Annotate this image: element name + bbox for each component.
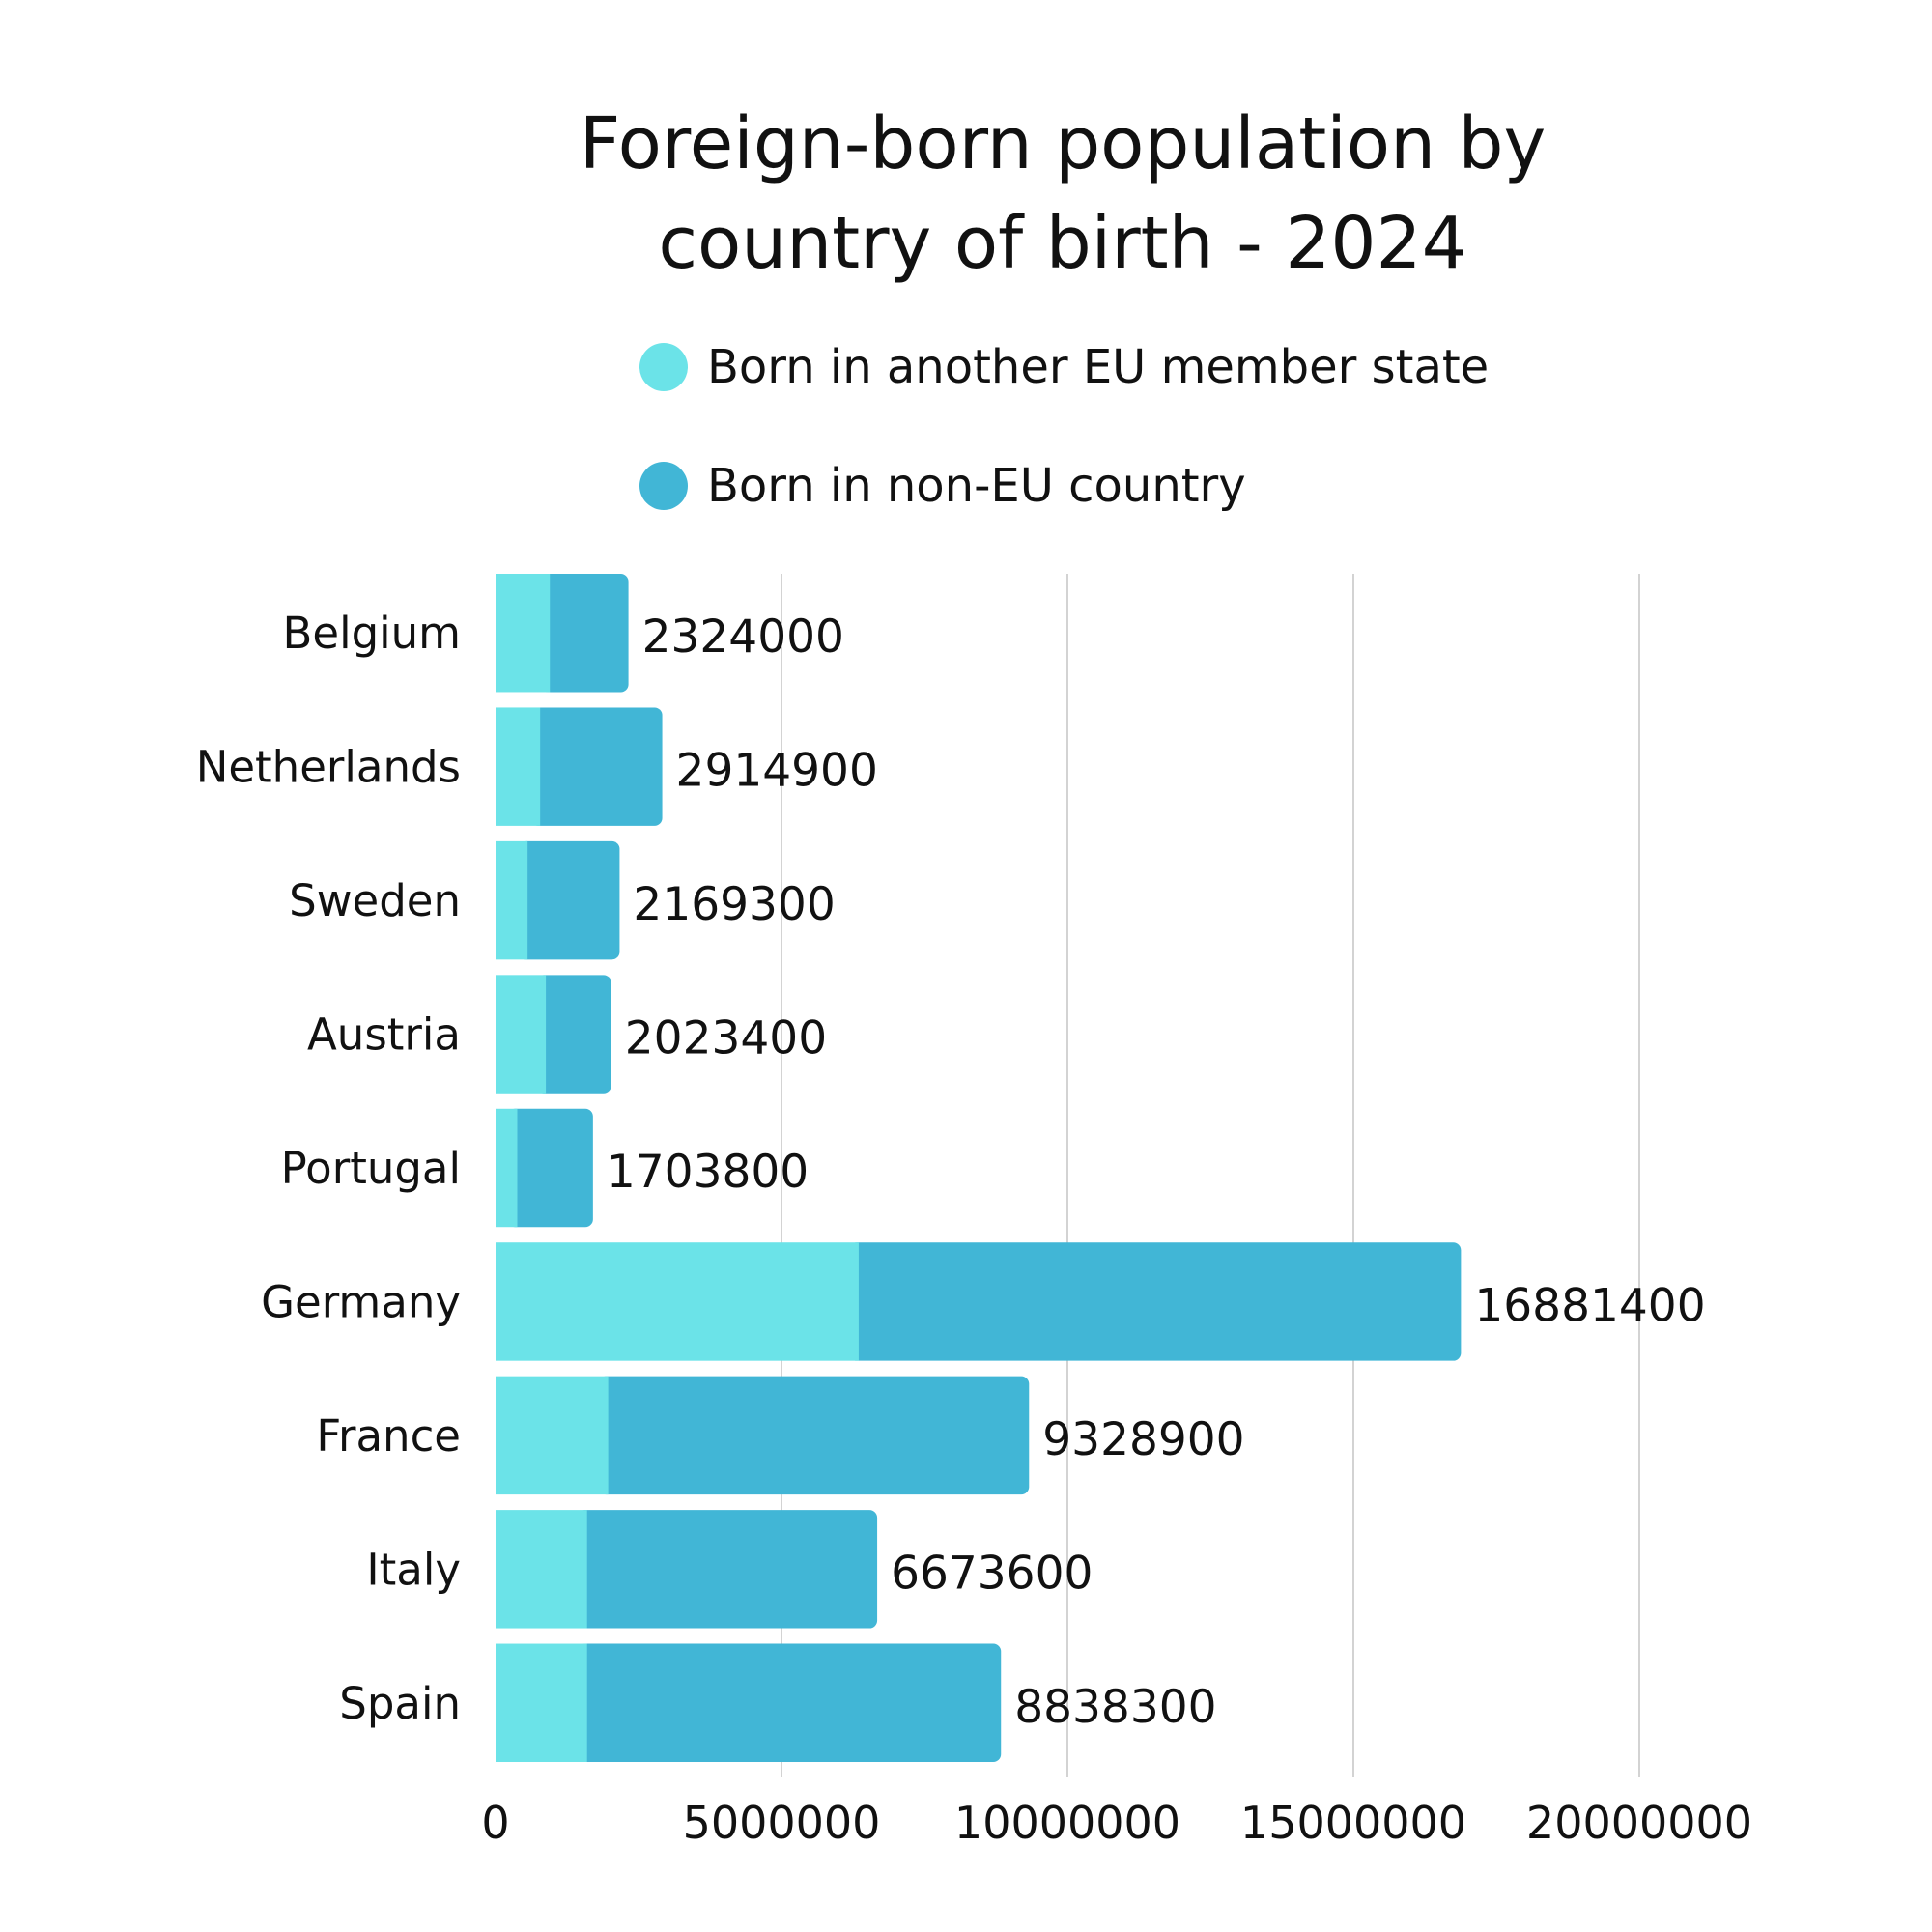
category-label: Belgium [283,608,461,659]
x-tick-label: 15000000 [1240,1797,1466,1849]
category-label: Italy [366,1544,461,1595]
bar-non-eu [577,1510,878,1629]
chart-title-line-1: Foreign-born population by [579,102,1547,185]
bar-value-label: 6673600 [891,1547,1093,1600]
x-tick-label: 10000000 [954,1797,1180,1849]
chart-title-line-2: country of birth - 2024 [658,202,1467,285]
legend-swatch-eu [639,343,688,391]
category-label: France [316,1410,461,1462]
category-label: Netherlands [196,742,461,793]
bar-non-eu [848,1242,1462,1361]
legend-item-eu: Born in another EU member state [639,338,1489,396]
bar-non-eu [577,1643,1002,1762]
bar-eu [496,1108,518,1228]
bar-non-eu [540,574,629,693]
category-label: Austria [307,1009,461,1061]
bar-non-eu [507,1108,593,1228]
bar-non-eu [598,1376,1030,1495]
chart-title: Foreign-born population by country of bi… [483,95,1642,294]
bar-value-label: 2023400 [625,1012,827,1065]
x-tick-label: 0 [481,1797,509,1849]
bar-non-eu [530,707,663,826]
category-label: Sweden [289,875,461,926]
bar-value-label: 8838300 [1014,1681,1216,1734]
bar-value-label: 2169300 [633,878,835,931]
legend-swatch-non-eu [639,462,688,510]
bar-non-eu [536,975,611,1094]
category-label: Germany [261,1276,461,1327]
bar-eu [496,574,551,693]
x-tick-label: 20000000 [1526,1797,1752,1849]
legend-label-eu: Born in another EU member state [707,340,1490,394]
category-label: Portugal [281,1143,461,1194]
bar-value-label: 2914900 [676,745,878,798]
bar-eu [496,840,528,960]
x-tick-label: 5000000 [683,1797,881,1849]
bar-value-label: 1703800 [607,1146,809,1199]
bar-eu [496,1242,859,1361]
legend-label-non-eu: Born in non-EU country [707,459,1246,513]
bar-value-label: 9328900 [1042,1413,1244,1466]
category-label: Spain [339,1678,461,1729]
bar-eu [496,975,547,1094]
bar-eu [496,707,541,826]
bar-eu [496,1376,609,1495]
bar-eu [496,1643,587,1762]
bar-value-label: 2324000 [642,611,844,664]
bar-eu [496,1510,587,1629]
legend-item-non-eu: Born in non-EU country [639,457,1246,515]
bar-value-label: 16881400 [1474,1279,1705,1332]
bar-non-eu [518,840,620,960]
